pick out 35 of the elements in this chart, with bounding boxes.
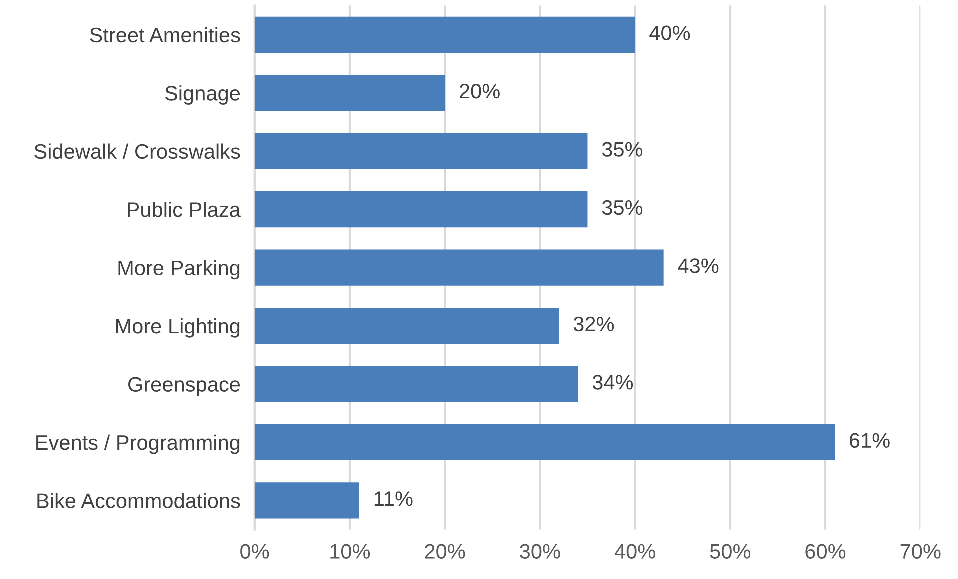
- data-label: 11%: [374, 492, 413, 506]
- data-label: 34%: [592, 375, 634, 390]
- bar: [254, 192, 588, 228]
- y-tick-label: Signage: [165, 86, 240, 105]
- data-label: 20%: [460, 84, 500, 99]
- x-tick-label: 30%: [520, 544, 560, 559]
- bar: [254, 75, 446, 112]
- data-label: 32%: [574, 316, 614, 332]
- y-tick-label: Street Amenities: [90, 27, 240, 43]
- x-tick-label: 0%: [240, 544, 270, 559]
- y-tick-label: Events / Programming: [36, 434, 240, 454]
- x-tick-label: 50%: [710, 544, 751, 559]
- y-tick-label: Public Plaza: [128, 202, 241, 218]
- y-tick-label: Greenspace: [128, 377, 240, 396]
- x-tick-label: 10%: [330, 544, 370, 559]
- bar: [254, 250, 664, 286]
- x-tick-label: 40%: [614, 544, 656, 559]
- bar: [254, 133, 588, 170]
- y-tick-label: Sidewalk / Crosswalks: [34, 144, 240, 160]
- data-label: 40%: [650, 26, 690, 40]
- x-tick-label: 20%: [425, 544, 466, 559]
- y-tick-label: More Parking: [118, 260, 240, 280]
- bar: [254, 366, 578, 402]
- data-label: 35%: [602, 200, 643, 216]
- bar: [254, 424, 836, 460]
- data-label: 43%: [678, 258, 719, 274]
- bar: [254, 308, 560, 344]
- bar: [254, 16, 636, 53]
- bar: [254, 482, 360, 519]
- x-tick-label: 60%: [806, 544, 846, 559]
- y-tick-label: Bike Accommodations: [38, 493, 240, 508]
- data-label: 35%: [602, 142, 643, 157]
- x-tick-label: 70%: [900, 544, 941, 559]
- data-label: 61%: [850, 433, 890, 448]
- y-tick-label: More Lighting: [116, 318, 240, 338]
